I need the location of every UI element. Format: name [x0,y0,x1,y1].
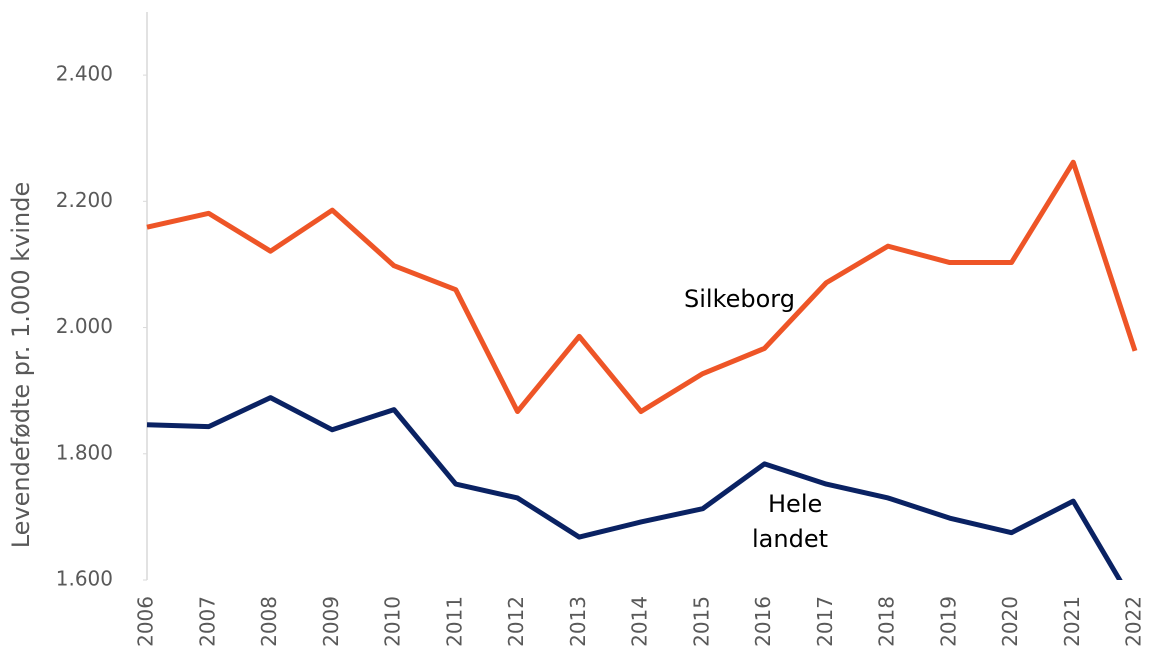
y-tick-label: 1.800 [56,440,113,464]
x-tick-label: 2018 [875,596,899,647]
series-annotation: Silkeborg [684,285,795,313]
x-tick-label: 2022 [1122,596,1146,647]
series-annotation: Hele [768,490,822,518]
x-tick-label: 2008 [257,596,281,647]
x-tick-label: 2012 [504,596,528,647]
x-tick-label: 2009 [319,596,343,647]
x-tick-label: 2017 [813,596,837,647]
x-tick-label: 2015 [689,596,713,647]
y-axis-label: Levendefødte pr. 1.000 kvinde [7,182,35,549]
y-tick-label: 2.400 [56,62,113,86]
x-tick-label: 2006 [134,596,158,647]
x-tick-label: 2014 [628,596,652,647]
x-tick-label: 2016 [751,596,775,647]
series-annotation: landet [752,525,828,553]
y-tick-label: 2.000 [56,314,113,338]
x-tick-label: 2007 [195,596,219,647]
plot-area [146,159,1138,580]
x-tick-label: 2019 [936,596,960,647]
y-tick-label: 2.200 [56,188,113,212]
x-tick-label: 2011 [442,596,466,647]
y-tick-label: 1.600 [56,567,113,591]
x-tick-label: 2020 [998,596,1022,647]
x-tick-label: 2021 [1060,596,1084,647]
series-line [146,395,1123,580]
x-tick-label: 2013 [566,596,590,647]
series-line [146,159,1138,414]
x-tick-label: 2010 [381,596,405,647]
